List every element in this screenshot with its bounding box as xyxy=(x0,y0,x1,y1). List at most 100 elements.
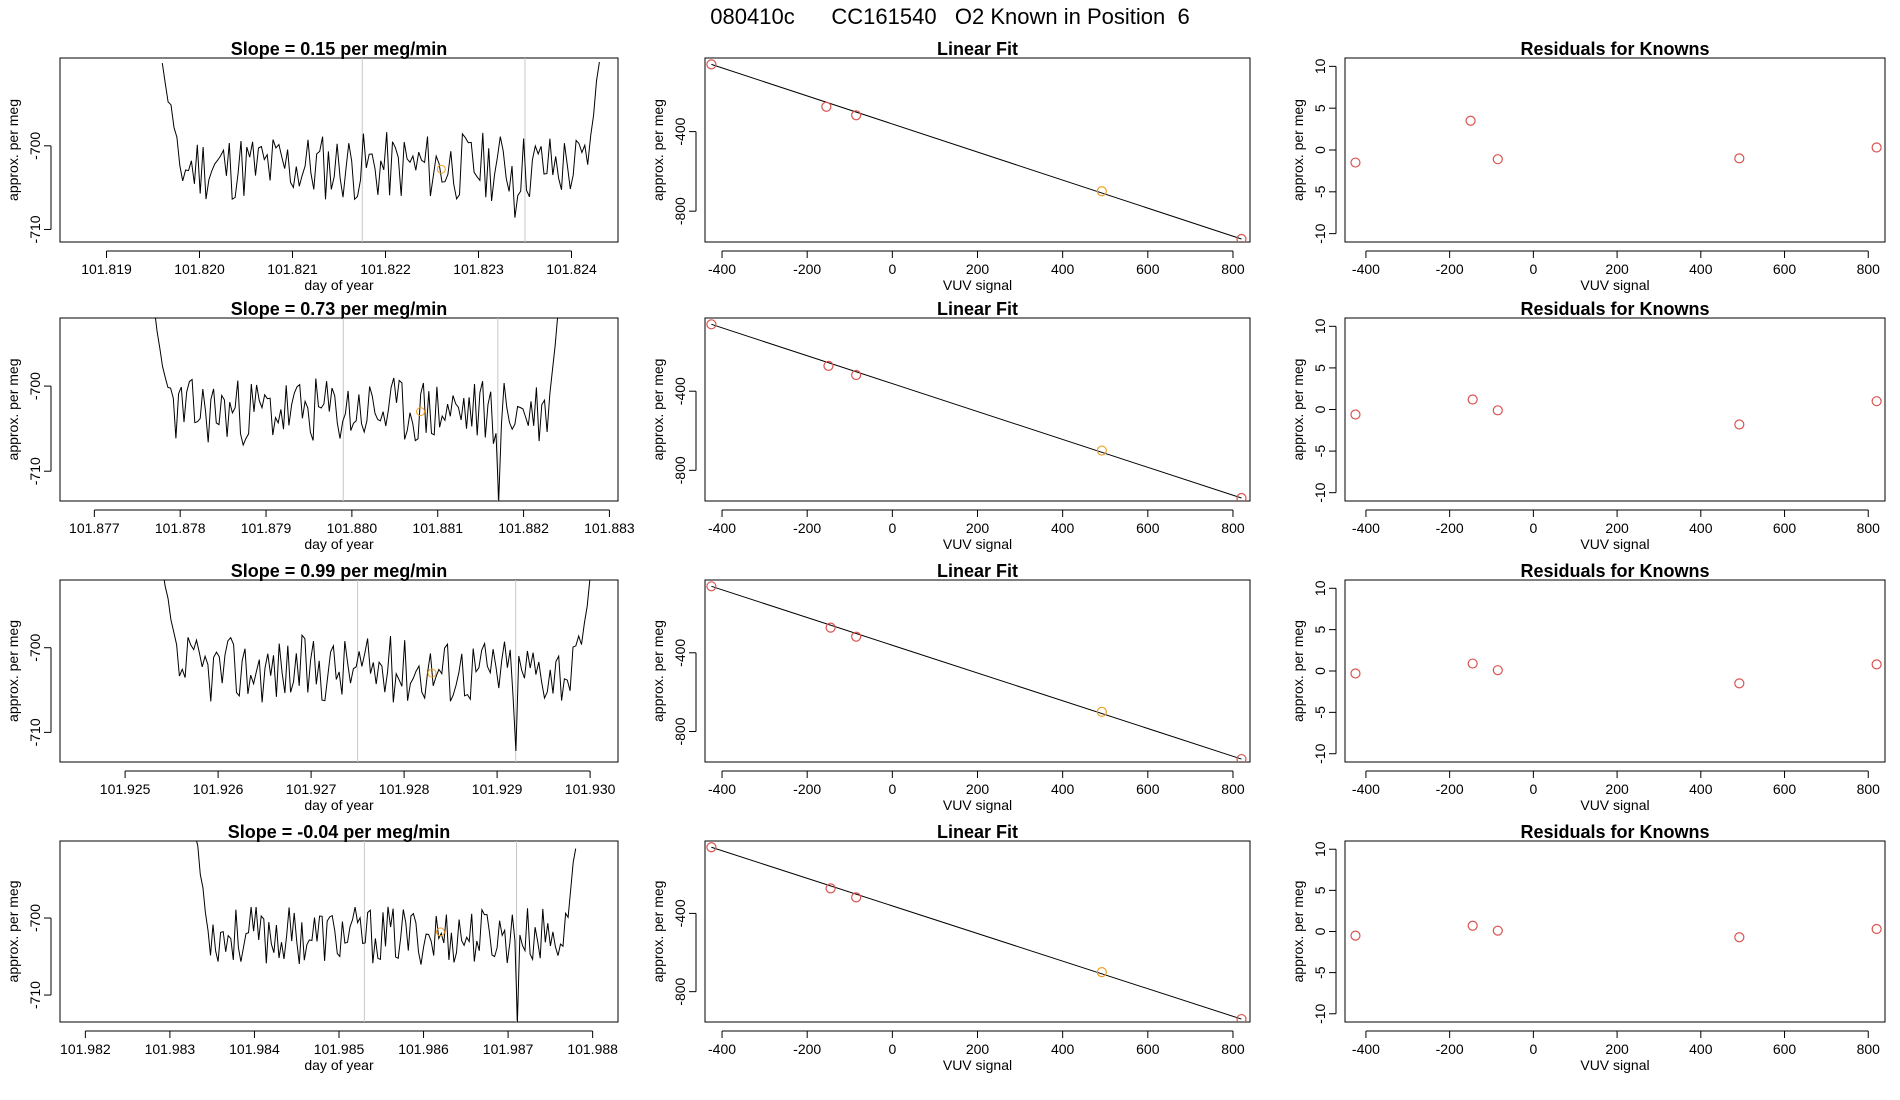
x-axis-label: VUV signal xyxy=(1580,277,1649,293)
x-tick-label: 800 xyxy=(1221,1041,1245,1057)
panel-linear-fit-4: Linear Fit -400 -200 0 200 400 600 800 VUV signa… xyxy=(650,822,1251,1073)
panel-linear-fit-2: Linear Fit -400 -200 0 200 400 600 800 VUV signa… xyxy=(650,299,1251,552)
data-point xyxy=(1871,396,1882,407)
panel-title: Residuals for Knowns xyxy=(1520,822,1709,842)
y-tick-label: -700 xyxy=(27,372,43,400)
x-tick-label: 600 xyxy=(1136,261,1160,277)
y-tick-label: -710 xyxy=(27,981,43,1009)
y-tick-label: 0 xyxy=(1312,927,1328,935)
x-tick-label: 600 xyxy=(1136,781,1160,797)
x-tick-label: 101.928 xyxy=(379,781,430,797)
data-point xyxy=(821,101,832,112)
x-tick-label: 101.985 xyxy=(314,1041,365,1057)
data-point xyxy=(706,581,717,592)
x-tick-label: 101.925 xyxy=(100,781,151,797)
x-tick-label: -400 xyxy=(1352,781,1380,797)
panel-timeseries-3: Slope = 0.99 per meg/min 101.925 101.926 10… xyxy=(5,561,619,813)
y-axis-label: approx. per meg xyxy=(650,881,666,983)
panel-title: Slope = -0.04 per meg/min xyxy=(228,822,451,842)
x-tick-label: 200 xyxy=(1605,261,1629,277)
data-point xyxy=(1492,665,1503,676)
data-point xyxy=(851,631,862,642)
x-tick-label: -400 xyxy=(708,261,736,277)
x-axis-label: VUV signal xyxy=(943,277,1012,293)
panel-residuals-3: Residuals for Knowns -400 -200 0 200 400 600 80… xyxy=(1290,561,1886,813)
data-point xyxy=(1350,157,1361,168)
y-tick-label: -10 xyxy=(1312,223,1328,243)
x-tick-label: 0 xyxy=(1529,1041,1537,1057)
x-axis-label: VUV signal xyxy=(1580,797,1649,813)
y-axis-label: approx. per meg xyxy=(650,99,666,201)
x-tick-label: -200 xyxy=(793,520,821,536)
plot-data xyxy=(1350,115,1882,168)
x-tick-label: 101.882 xyxy=(498,520,549,536)
x-tick-label: 600 xyxy=(1136,1041,1160,1057)
series-line xyxy=(154,318,559,501)
x-tick-label: 800 xyxy=(1221,520,1245,536)
plot-frame xyxy=(704,57,1251,243)
y-tick-label: 5 xyxy=(1312,886,1328,894)
fit-line xyxy=(711,846,1242,1020)
x-tick-label: 101.878 xyxy=(155,520,206,536)
panel-residuals-1: Residuals for Knowns -400 -200 0 200 400 600 80… xyxy=(1290,39,1886,293)
x-tick-label: 101.926 xyxy=(193,781,244,797)
plot-data xyxy=(161,58,600,242)
x-axis-label: VUV signal xyxy=(943,797,1012,813)
x-tick-label: 400 xyxy=(1051,781,1075,797)
y-tick-label: -710 xyxy=(27,457,43,485)
panel-timeseries-1: Slope = 0.15 per meg/min 101.819 101.820 10… xyxy=(5,39,619,293)
x-tick-label: 101.927 xyxy=(286,781,337,797)
data-point xyxy=(1096,186,1107,197)
data-point xyxy=(1734,932,1745,943)
plot-frame xyxy=(59,840,619,1023)
x-tick-label: 800 xyxy=(1221,781,1245,797)
y-tick-label: 5 xyxy=(1312,364,1328,372)
x-tick-label: 101.823 xyxy=(453,261,504,277)
x-tick-label: 101.824 xyxy=(546,261,597,277)
x-axis-label: day of year xyxy=(304,797,374,813)
y-axis-label: approx. per meg xyxy=(1290,620,1306,722)
y-tick-label: -400 xyxy=(672,899,688,927)
x-axis-label: VUV signal xyxy=(943,536,1012,552)
x-tick-label: -200 xyxy=(1436,781,1464,797)
x-tick-label: 0 xyxy=(1529,261,1537,277)
data-point xyxy=(1492,925,1503,936)
x-tick-label: 0 xyxy=(888,781,896,797)
y-tick-label: -400 xyxy=(672,117,688,145)
y-tick-label: 10 xyxy=(1312,318,1328,334)
data-point xyxy=(1096,967,1107,978)
x-tick-label: 400 xyxy=(1051,261,1075,277)
y-tick-label: 5 xyxy=(1312,626,1328,634)
data-point xyxy=(1096,445,1107,456)
x-axis-label: day of year xyxy=(304,1057,374,1073)
x-tick-label: 200 xyxy=(1605,1041,1629,1057)
x-tick-label: 800 xyxy=(1857,1041,1881,1057)
x-tick-label: 101.877 xyxy=(69,520,120,536)
data-point xyxy=(1236,1013,1247,1022)
y-axis-label: approx. per meg xyxy=(5,99,21,201)
plot-frame xyxy=(704,317,1251,502)
panel-linear-fit-1: Linear Fit -400 -200 0 200 400 600 800 VUV signa… xyxy=(650,39,1251,293)
y-tick-label: -800 xyxy=(672,197,688,225)
highlight-point xyxy=(427,668,437,678)
x-tick-label: -200 xyxy=(1436,261,1464,277)
x-tick-label: 800 xyxy=(1221,261,1245,277)
plot-frame xyxy=(1344,840,1886,1023)
series-line xyxy=(163,580,591,752)
y-tick-label: -5 xyxy=(1312,185,1328,198)
figure-title: 080410c CC161540 O2 Known in Position 6 xyxy=(710,4,1190,29)
data-point xyxy=(1236,753,1247,762)
x-tick-label: -400 xyxy=(708,1041,736,1057)
data-point xyxy=(1350,409,1361,420)
data-point xyxy=(1350,930,1361,941)
data-point xyxy=(1236,233,1247,242)
x-tick-label: 200 xyxy=(966,781,990,797)
y-tick-label: -10 xyxy=(1312,1003,1328,1023)
data-point xyxy=(851,892,862,903)
data-point xyxy=(706,59,717,70)
plot-frame xyxy=(1344,57,1886,243)
y-tick-label: 0 xyxy=(1312,146,1328,154)
x-tick-label: -200 xyxy=(793,781,821,797)
y-tick-label: 10 xyxy=(1312,58,1328,74)
